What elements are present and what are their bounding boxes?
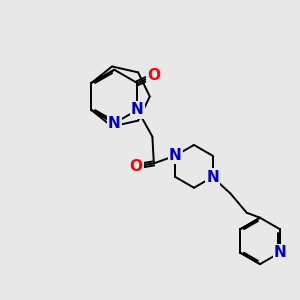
Text: N: N bbox=[206, 169, 219, 184]
Text: N: N bbox=[169, 148, 182, 163]
Text: O: O bbox=[147, 68, 160, 83]
Text: N: N bbox=[131, 102, 144, 117]
Text: N: N bbox=[108, 116, 121, 131]
Text: O: O bbox=[130, 159, 142, 174]
Text: N: N bbox=[274, 245, 286, 260]
